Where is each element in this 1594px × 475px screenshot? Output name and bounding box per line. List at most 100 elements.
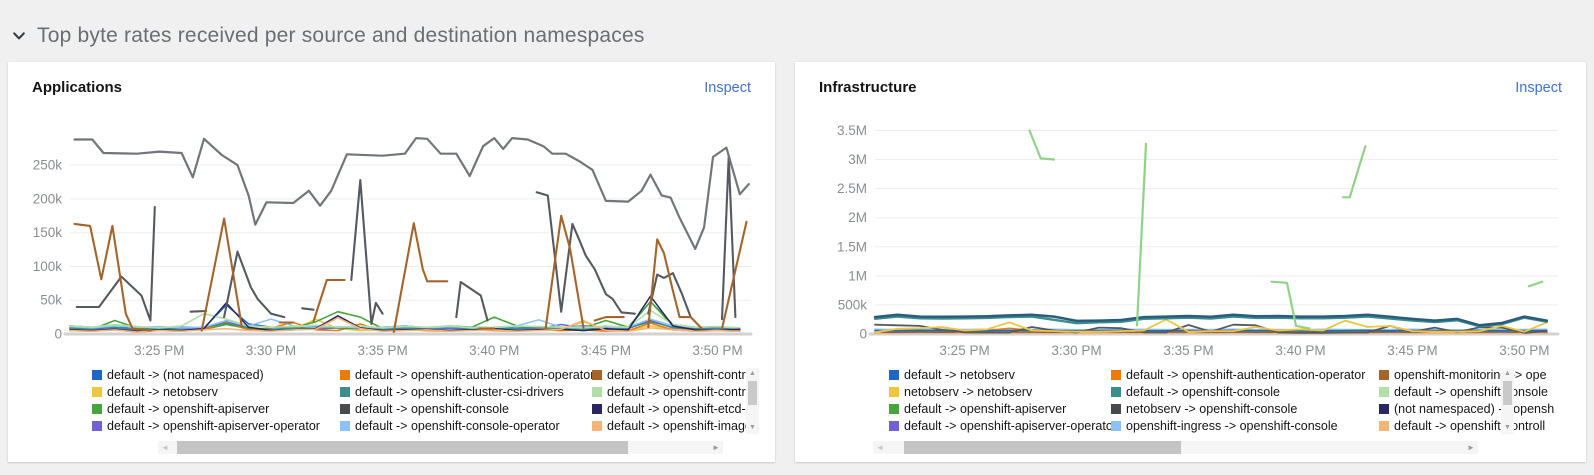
legend-color-chip: [340, 420, 350, 431]
svg-text:3.5M: 3.5M: [837, 123, 867, 138]
legend-color-chip: [592, 420, 602, 431]
legend-item-label: default -> openshift-etcd-op: [607, 401, 757, 416]
scroll-left-icon[interactable]: ◄: [161, 443, 169, 452]
svg-text:200k: 200k: [33, 191, 63, 206]
legend-color-chip: [92, 369, 102, 380]
legend-color-chip: [1379, 403, 1389, 414]
legend-item: default -> (not namespaced): [92, 366, 340, 383]
infrastructure-legend: default -> netobserv netobserv -> netobse…: [889, 366, 1568, 434]
svg-text:3:25 PM: 3:25 PM: [939, 343, 989, 358]
legend-color-chip: [1379, 420, 1389, 431]
legend-item: default -> openshift-controll: [1379, 417, 1568, 434]
legend-color-chip: [592, 369, 602, 380]
legend-item: openshift-ingress -> openshift-console: [1111, 417, 1379, 434]
legend-item-label: default -> openshift-controll: [1394, 418, 1546, 433]
scroll-right-icon[interactable]: ►: [1467, 443, 1475, 452]
legend-item-label: openshift-monitoring -> ope: [1394, 367, 1547, 382]
legend-color-chip: [340, 403, 350, 414]
legend-item-label: (not namespaced) -> opensh: [1394, 401, 1555, 416]
legend-item: default -> openshift-apiserver: [92, 400, 340, 417]
section-toggle[interactable]: Top byte rates received per source and d…: [12, 24, 645, 48]
svg-text:3:30 PM: 3:30 PM: [1051, 343, 1101, 358]
legend-vertical-scrollbar[interactable]: ▲ ▼: [1501, 368, 1514, 434]
scroll-right-icon[interactable]: ►: [712, 443, 720, 452]
svg-text:2.5M: 2.5M: [837, 181, 867, 196]
infrastructure-inspect-link[interactable]: Inspect: [1515, 80, 1562, 96]
applications-inspect-link[interactable]: Inspect: [704, 80, 751, 96]
legend-item-label: default -> openshift-apiserver: [107, 401, 270, 416]
legend-item: openshift-monitoring -> ope: [1379, 366, 1568, 383]
legend-item: default -> openshift-apiserver: [889, 400, 1111, 417]
legend-color-chip: [592, 403, 602, 414]
legend-color-chip: [592, 386, 602, 397]
legend-item: default -> openshift-cluster-csi-drivers: [340, 383, 592, 400]
legend-color-chip: [1111, 386, 1121, 397]
legend-item: default -> netobserv: [92, 383, 340, 400]
svg-text:2M: 2M: [848, 210, 867, 225]
legend-item: default -> openshift-apiserver-operator: [92, 417, 340, 434]
legend-item-label: netobserv -> openshift-console: [1126, 401, 1298, 416]
legend-item: netobserv -> openshift-console: [1111, 400, 1379, 417]
legend-color-chip: [92, 403, 102, 414]
svg-text:50k: 50k: [40, 293, 62, 308]
vertical-scroll-thumb[interactable]: [748, 381, 757, 405]
legend-color-chip: [1111, 369, 1121, 380]
scroll-up-icon[interactable]: ▲: [749, 370, 756, 377]
legend-item-label: default -> openshift-image-r: [607, 418, 757, 433]
svg-text:3M: 3M: [848, 152, 867, 167]
legend-item-label: default -> openshift-controll: [607, 367, 757, 382]
legend-item-label: default -> netobserv: [107, 384, 218, 399]
legend-item-label: openshift-ingress -> openshift-console: [1126, 418, 1338, 433]
legend-item: default -> openshift-etcd-op: [592, 400, 757, 417]
legend-color-chip: [889, 386, 899, 397]
scroll-up-icon[interactable]: ▲: [1504, 370, 1511, 377]
legend-item-label: default -> openshift-console-operator: [355, 418, 560, 433]
legend-item-label: default -> openshift-authentication-oper…: [1126, 367, 1366, 382]
legend-color-chip: [1379, 369, 1389, 380]
legend-item: default -> openshift-controll: [592, 366, 757, 383]
chevron-down-icon: [12, 29, 26, 43]
legend-color-chip: [889, 403, 899, 414]
legend-item-label: default -> openshift-apiserver: [904, 401, 1067, 416]
applications-card-title: Applications: [32, 79, 123, 96]
vertical-scroll-thumb[interactable]: [1503, 381, 1512, 405]
legend-item: default -> openshift-console: [340, 400, 592, 417]
legend-vertical-scrollbar[interactable]: ▲ ▼: [746, 368, 759, 434]
legend-item: default -> netobserv: [889, 366, 1111, 383]
svg-text:100k: 100k: [33, 259, 63, 274]
legend-item: default -> openshift-authentication-oper…: [340, 366, 592, 383]
svg-text:500k: 500k: [838, 297, 868, 312]
legend-item: netobserv -> netobserv: [889, 383, 1111, 400]
legend-item: (not namespaced) -> opensh: [1379, 400, 1568, 417]
svg-text:3:25 PM: 3:25 PM: [134, 343, 184, 358]
legend-item-label: default -> openshift-console: [1394, 384, 1548, 399]
horizontal-scroll-track[interactable]: [172, 441, 709, 454]
scroll-down-icon[interactable]: ▼: [1504, 424, 1511, 431]
legend-item: default -> openshift-image-r: [592, 417, 757, 434]
svg-text:3:30 PM: 3:30 PM: [246, 343, 296, 358]
scroll-down-icon[interactable]: ▼: [749, 424, 756, 431]
applications-legend: default -> (not namespaced) default -> ne…: [92, 366, 757, 434]
svg-text:3:45 PM: 3:45 PM: [581, 343, 631, 358]
legend-horizontal-scrollbar[interactable]: ◄ ►: [873, 441, 1478, 454]
svg-text:0: 0: [54, 327, 62, 342]
legend-horizontal-scrollbar[interactable]: ◄ ►: [158, 441, 723, 454]
legend-color-chip: [1111, 403, 1121, 414]
legend-color-chip: [1379, 386, 1389, 397]
horizontal-scroll-thumb[interactable]: [177, 441, 629, 454]
legend-item-label: default -> openshift-authentication-oper…: [355, 367, 592, 382]
horizontal-scroll-track[interactable]: [887, 441, 1464, 454]
svg-text:3:50 PM: 3:50 PM: [1499, 343, 1549, 358]
legend-color-chip: [340, 369, 350, 380]
svg-text:3:50 PM: 3:50 PM: [692, 343, 742, 358]
horizontal-scroll-thumb[interactable]: [904, 441, 1182, 454]
applications-card: Applications Inspect 0 50k 100k 150k 200k 250…: [8, 62, 775, 462]
infrastructure-card: Infrastructure Inspect 0 500k 1M 1.5M 2M 2.5M…: [795, 62, 1586, 462]
legend-item-label: default -> openshift-controll: [607, 384, 757, 399]
scroll-left-icon[interactable]: ◄: [876, 443, 884, 452]
legend-item: default -> openshift-console-operator: [340, 417, 592, 434]
svg-text:3:35 PM: 3:35 PM: [1163, 343, 1213, 358]
legend-item: default -> openshift-controll: [592, 383, 757, 400]
legend-item-label: default -> openshift-console: [1126, 384, 1280, 399]
section-title: Top byte rates received per source and d…: [37, 24, 645, 47]
